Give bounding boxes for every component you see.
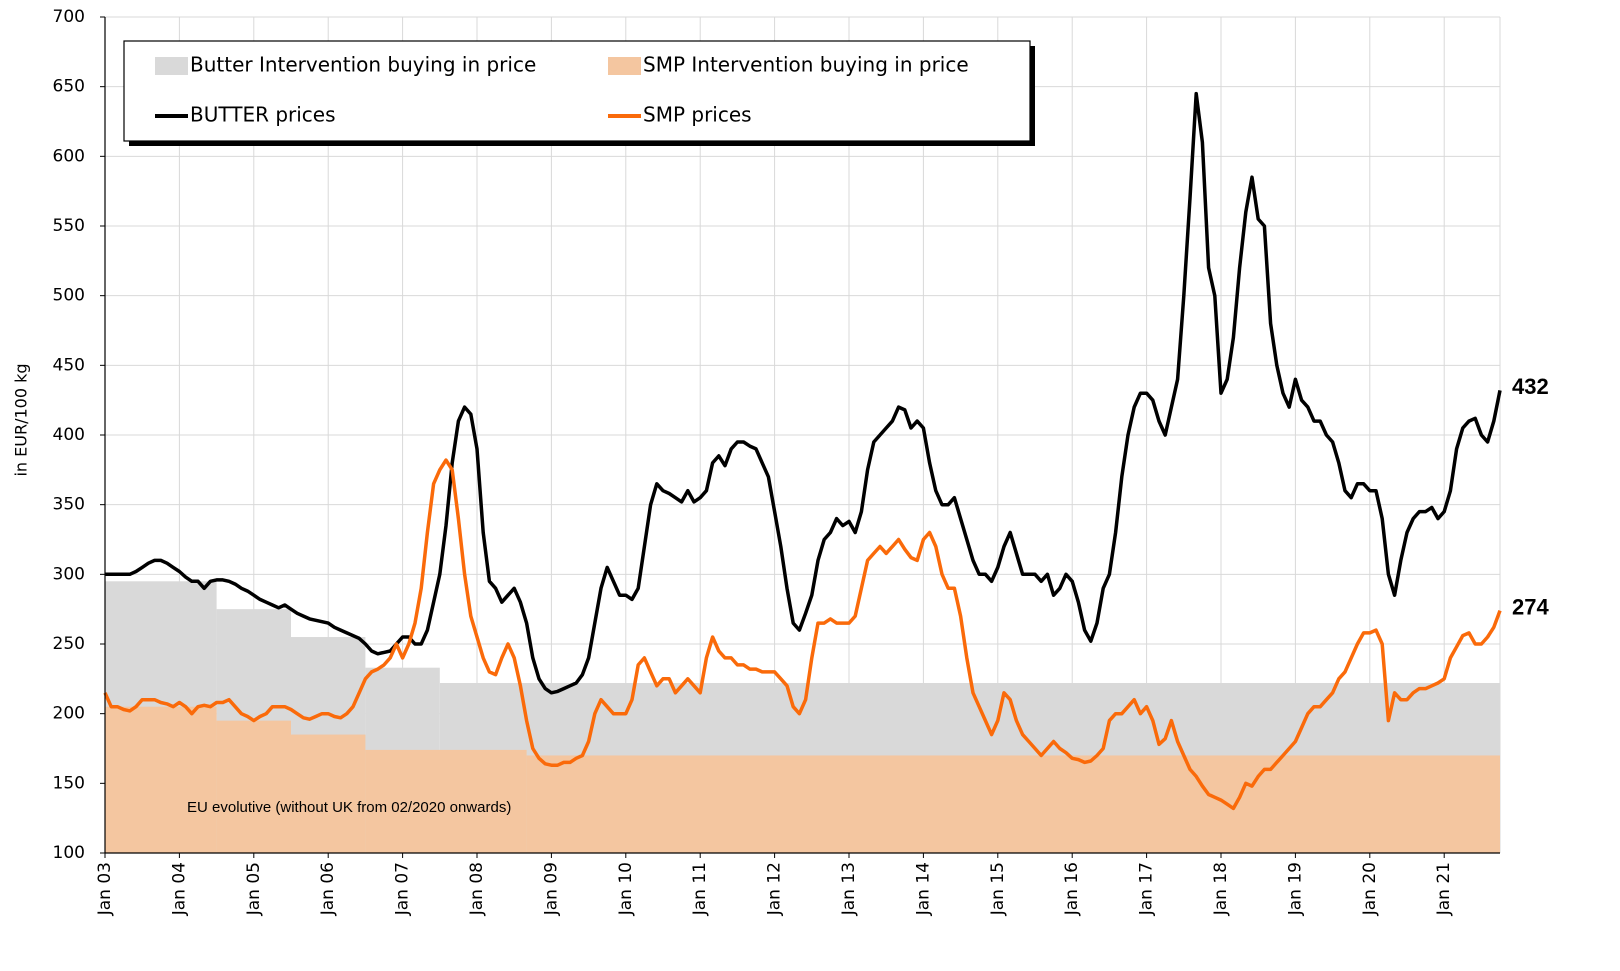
x-tick-label: Jan 03 (95, 862, 115, 916)
end-label: 274 (1512, 594, 1549, 619)
x-tick-label: Jan 05 (244, 862, 264, 916)
intervention-area (105, 706, 217, 853)
y-tick-label: 350 (53, 495, 85, 515)
x-tick-label: Jan 18 (1211, 862, 1231, 916)
y-tick-label: 700 (53, 7, 85, 27)
legend-label: SMP Intervention buying in price (643, 53, 969, 77)
x-tick-label: Jan 13 (839, 862, 859, 916)
y-tick-label: 550 (53, 216, 85, 236)
legend: Butter Intervention buying in price SMP I… (123, 40, 1035, 146)
legend-swatch (608, 57, 641, 75)
intervention-area (526, 755, 1500, 853)
x-tick-label: Jan 20 (1360, 862, 1380, 916)
y-tick-label: 150 (53, 773, 85, 793)
legend-box (123, 40, 1031, 142)
intervention-area (365, 749, 527, 853)
x-tick-label: Jan 04 (169, 862, 189, 916)
legend-label: SMP prices (643, 103, 752, 127)
y-tick-label: 450 (53, 355, 85, 375)
end-label: 432 (1512, 374, 1549, 399)
x-tick-label: Jan 09 (541, 862, 561, 916)
x-tick-label: Jan 19 (1285, 862, 1305, 916)
annotation: EU evolutive (without UK from 02/2020 on… (187, 799, 511, 816)
x-tick-label: Jan 11 (690, 862, 710, 916)
x-tick-label: Jan 21 (1434, 862, 1454, 916)
y-tick-label: 500 (53, 286, 85, 306)
legend-label: Butter Intervention buying in price (190, 53, 536, 77)
price-line (103, 458, 1502, 811)
x-tick-label: Jan 14 (913, 862, 933, 916)
intervention-area (291, 734, 366, 853)
x-tick-label: Jan 15 (988, 862, 1008, 916)
price-line (105, 91, 1502, 695)
y-tick-label: 600 (53, 146, 85, 166)
x-tick-label: Jan 17 (1137, 862, 1157, 916)
y-tick-label: 400 (53, 425, 85, 445)
x-tick-label: Jan 07 (393, 862, 413, 916)
y-tick-label: 250 (53, 634, 85, 654)
x-tick-label: Jan 12 (765, 862, 785, 916)
x-tick-label: Jan 10 (616, 862, 636, 916)
x-tick-label: Jan 06 (318, 862, 338, 916)
x-tick-label: Jan 16 (1062, 862, 1082, 916)
y-tick-label: 300 (53, 564, 85, 584)
y-axis-label: in EUR/100 kg (12, 363, 31, 476)
y-tick-label: 200 (53, 704, 85, 724)
legend-swatch (155, 57, 188, 75)
legend-label: BUTTER prices (190, 103, 336, 127)
y-tick-label: 650 (53, 77, 85, 97)
intervention-area (216, 720, 291, 853)
x-tick-label: Jan 08 (467, 862, 487, 916)
y-tick-label: 100 (53, 843, 85, 863)
